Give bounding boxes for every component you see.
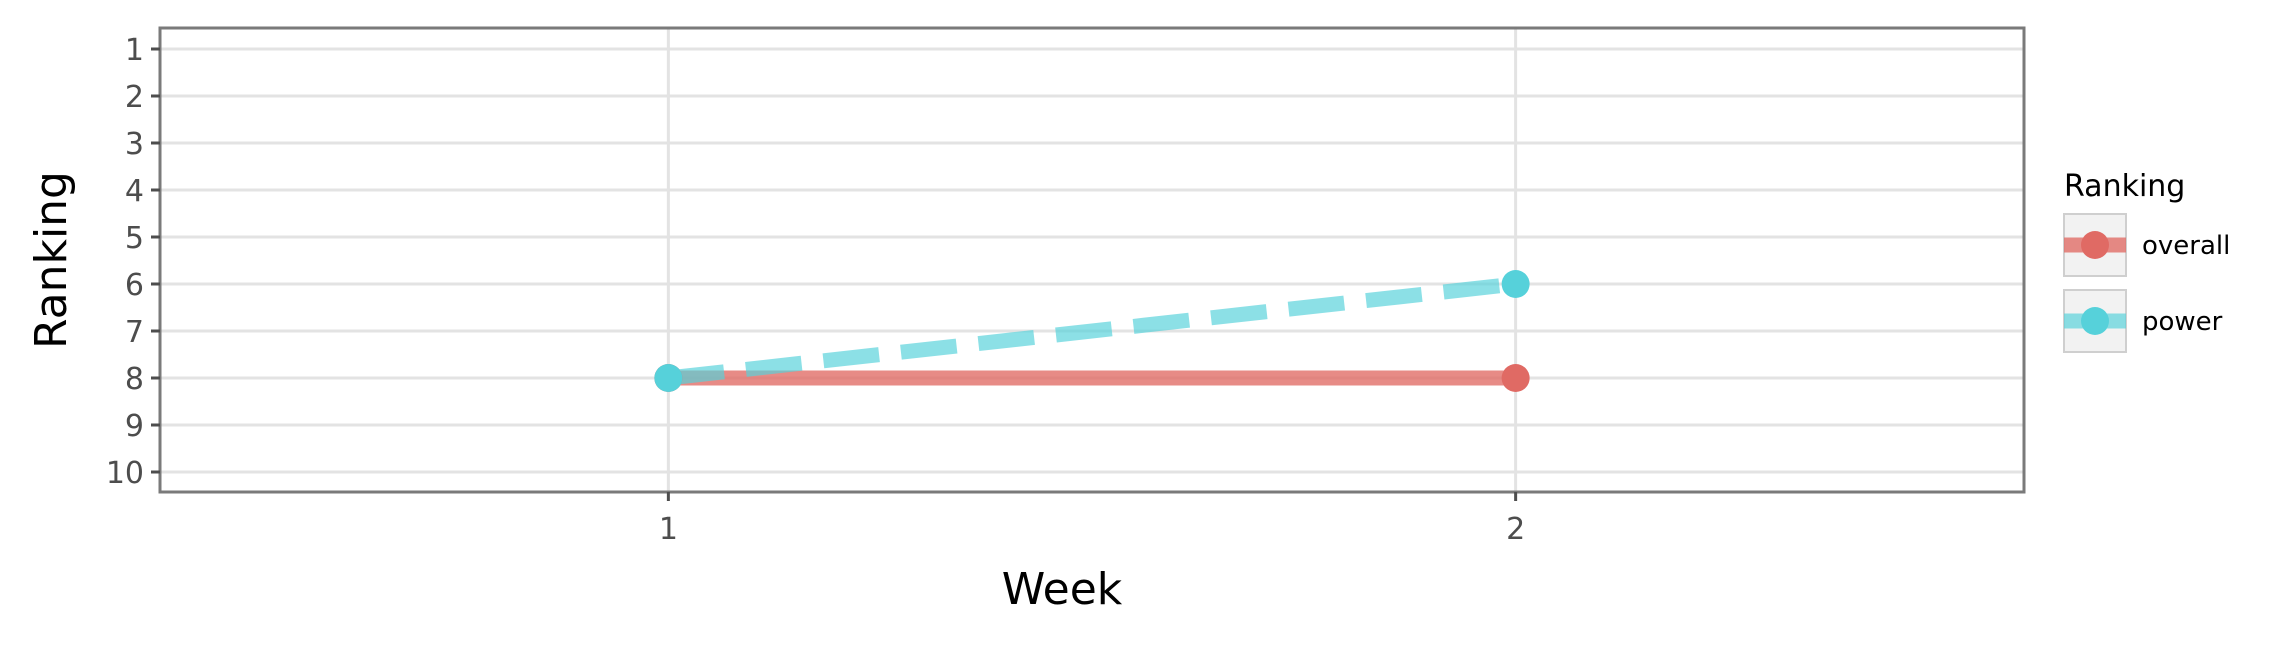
grid-lines bbox=[160, 28, 2024, 492]
legend-key-marker-power bbox=[2081, 307, 2109, 335]
y-tick-label: 4 bbox=[125, 174, 144, 209]
legend-label-overall: overall bbox=[2142, 231, 2230, 261]
x-tick-label: 1 bbox=[659, 512, 678, 547]
plot-border bbox=[158, 26, 2026, 494]
series-line-power bbox=[667, 276, 1517, 386]
y-tick-label: 8 bbox=[125, 362, 144, 397]
y-axis-title: Ranking bbox=[26, 171, 77, 349]
y-tick-label: 1 bbox=[125, 33, 144, 68]
plot-background bbox=[160, 28, 2024, 492]
data-point-power bbox=[1501, 270, 1530, 298]
series-lines bbox=[667, 276, 1517, 386]
data-point-overall bbox=[1501, 364, 1530, 392]
legend-label-power: power bbox=[2142, 307, 2223, 337]
y-tick-label: 5 bbox=[125, 221, 144, 256]
series-points bbox=[654, 270, 1530, 392]
y-axis-ticks: 1 2 3 4 5 6 7 8 9 10 bbox=[106, 33, 160, 491]
y-tick-label: 2 bbox=[125, 80, 144, 115]
legend-key-marker-overall bbox=[2081, 231, 2109, 259]
x-axis-title: Week bbox=[1002, 564, 1123, 615]
legend: Ranking overall power bbox=[2063, 169, 2230, 353]
y-tick-label: 9 bbox=[125, 409, 144, 444]
data-point-power bbox=[654, 364, 683, 392]
x-tick-label: 2 bbox=[1506, 512, 1525, 547]
y-tick-label: 6 bbox=[125, 268, 144, 303]
y-tick-label: 3 bbox=[125, 127, 144, 162]
legend-title: Ranking bbox=[2064, 169, 2185, 204]
y-tick-label: 7 bbox=[125, 315, 144, 350]
y-tick-label: 10 bbox=[106, 456, 144, 491]
